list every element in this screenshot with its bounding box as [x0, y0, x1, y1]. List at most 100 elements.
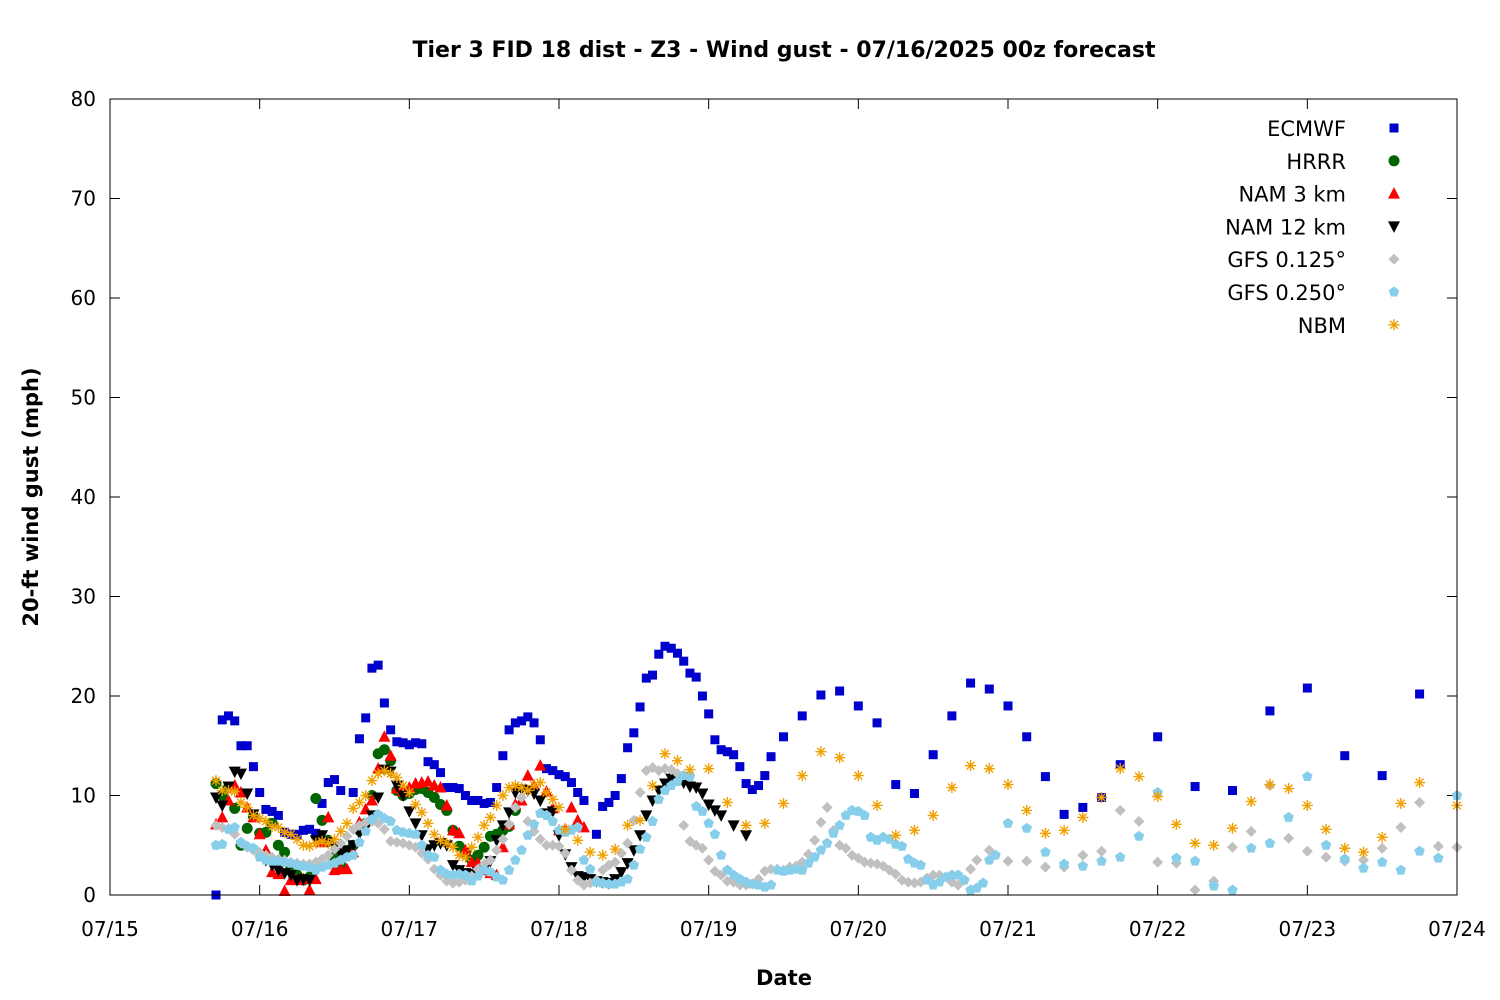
data-point: [503, 818, 515, 830]
data-point: [890, 868, 902, 880]
data-point: [1077, 860, 1089, 871]
data-point: [710, 735, 720, 745]
data-point: [459, 851, 471, 863]
data-point: [666, 643, 676, 653]
data-point: [417, 739, 427, 749]
legend-label: NBM: [1298, 314, 1346, 338]
data-point: [1114, 763, 1126, 775]
data-point: [1245, 842, 1257, 853]
data-point: [553, 801, 565, 813]
data-point: [809, 834, 821, 846]
data-point: [360, 825, 371, 836]
data-point: [928, 750, 938, 760]
data-point: [678, 819, 690, 831]
data-point: [1002, 817, 1014, 828]
data-point: [1208, 880, 1220, 891]
data-point: [304, 840, 316, 852]
data-point: [815, 844, 827, 855]
data-point: [322, 810, 335, 823]
data-point: [952, 869, 964, 880]
data-point: [428, 828, 440, 840]
data-point: [1058, 858, 1070, 869]
data-point: [473, 795, 483, 805]
data-point: [385, 768, 397, 780]
data-point: [248, 842, 259, 853]
data-point: [959, 874, 970, 885]
data-point: [1152, 791, 1164, 802]
data-point: [554, 770, 564, 780]
data-point: [702, 799, 715, 811]
x-tick-label: 07/21: [979, 917, 1037, 941]
data-point: [1115, 851, 1126, 862]
data-point: [909, 789, 919, 799]
data-point: [1039, 861, 1051, 873]
data-point: [216, 785, 228, 797]
data-point: [336, 786, 346, 796]
data-point: [716, 745, 726, 755]
data-point: [834, 819, 845, 830]
plot-area: [210, 641, 1463, 900]
data-point: [672, 648, 682, 658]
data-point: [523, 712, 533, 722]
data-point: [435, 834, 447, 846]
y-axis-ticks: 0 10 20 30 40 50 60 70 80: [71, 87, 1457, 907]
data-point: [360, 790, 372, 801]
data-point: [423, 757, 433, 767]
data-point: [279, 846, 291, 858]
data-point: [679, 656, 689, 666]
data-point: [422, 817, 434, 829]
data-point: [1376, 831, 1388, 843]
data-point: [1021, 855, 1033, 867]
data-point: [217, 838, 228, 849]
legend-marker: [1388, 187, 1400, 199]
data-point: [927, 809, 939, 821]
data-point: [641, 831, 652, 842]
data-point: [1077, 849, 1089, 861]
x-tick-label: 07/19: [680, 917, 738, 941]
data-point: [303, 875, 316, 887]
data-point: [229, 786, 241, 798]
data-point: [1265, 706, 1275, 716]
data-point: [335, 825, 347, 837]
data-point: [1320, 823, 1332, 835]
data-point: [1414, 777, 1426, 789]
data-point: [1340, 751, 1350, 761]
data-point: [517, 716, 527, 726]
data-point: [279, 826, 291, 838]
data-point: [597, 849, 609, 861]
data-point: [497, 790, 509, 801]
data-point: [372, 792, 385, 804]
data-point: [372, 768, 384, 780]
data-point: [247, 809, 259, 821]
data-point: [1002, 855, 1014, 867]
data-point: [373, 660, 383, 670]
data-point: [329, 833, 340, 845]
data-point: [366, 775, 378, 787]
data-point: [821, 837, 833, 848]
data-point: [779, 732, 788, 742]
x-axis-label: Date: [756, 966, 812, 990]
data-point: [852, 770, 864, 782]
data-point: [654, 649, 664, 659]
data-point: [990, 849, 1001, 860]
data-point: [635, 702, 645, 712]
data-point: [521, 769, 534, 781]
data-point: [584, 863, 596, 874]
data-point: [216, 800, 229, 812]
data-point: [572, 834, 584, 846]
data-point: [559, 847, 571, 859]
data-point: [1077, 811, 1089, 823]
data-point: [484, 811, 496, 823]
data-point: [241, 801, 253, 813]
data-point: [403, 806, 416, 818]
data-point: [384, 749, 397, 761]
data-point: [1170, 818, 1182, 830]
data-point: [1245, 825, 1257, 837]
data-point: [1002, 779, 1014, 791]
data-point: [835, 686, 845, 696]
data-point: [217, 715, 227, 725]
data-point: [330, 775, 339, 785]
data-point: [222, 785, 234, 797]
data-point: [1078, 802, 1088, 812]
data-point: [447, 841, 459, 853]
